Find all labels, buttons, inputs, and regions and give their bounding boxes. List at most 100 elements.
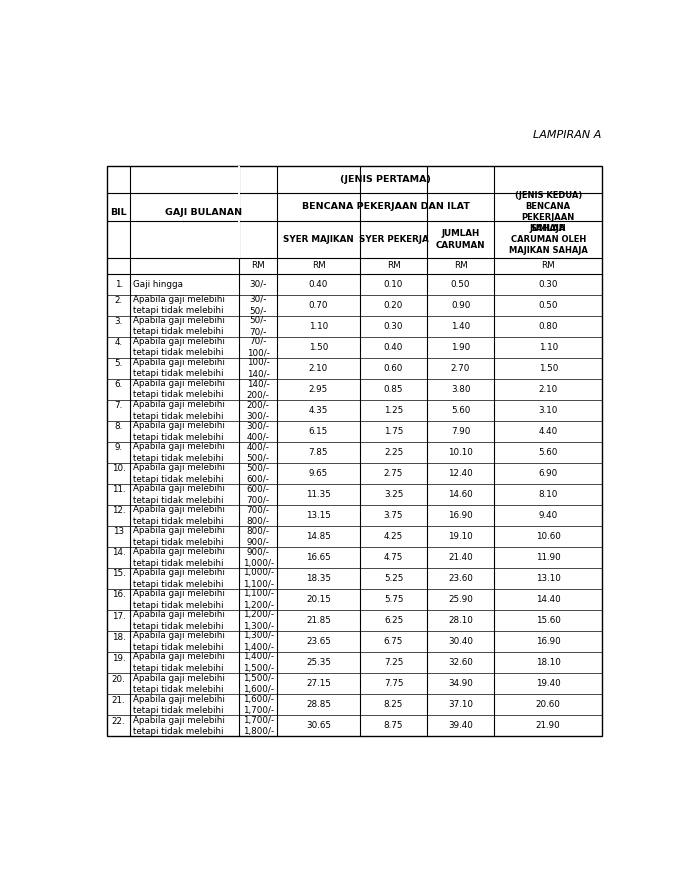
Text: 100/-
140/-: 100/- 140/-: [246, 358, 270, 379]
Text: 6.: 6.: [115, 380, 122, 389]
Text: 3.25: 3.25: [384, 490, 403, 499]
Text: 2.10: 2.10: [538, 385, 558, 394]
Text: JUMLAH
CARUMAN OLEH
MAJIKAN SAHAJA: JUMLAH CARUMAN OLEH MAJIKAN SAHAJA: [509, 224, 588, 255]
Text: 9.: 9.: [115, 443, 122, 452]
Text: 6.25: 6.25: [384, 616, 403, 625]
Text: GAJI BULANAN: GAJI BULANAN: [165, 207, 242, 216]
Text: 8.75: 8.75: [384, 722, 403, 730]
Text: 16.65: 16.65: [306, 553, 331, 562]
Text: 1.10: 1.10: [309, 321, 328, 330]
Text: 3.: 3.: [115, 317, 122, 326]
Text: Apabila gaji melebihi
tetapi tidak melebihi: Apabila gaji melebihi tetapi tidak meleb…: [133, 653, 225, 673]
Text: 23.65: 23.65: [306, 638, 331, 647]
Text: 4.75: 4.75: [384, 553, 403, 562]
Text: (JENIS KEDUA)
BENCANA
PEKERJAAN
SAHAJA: (JENIS KEDUA) BENCANA PEKERJAAN SAHAJA: [515, 191, 582, 233]
Text: 11.90: 11.90: [536, 553, 561, 562]
Text: Apabila gaji melebihi
tetapi tidak melebihi: Apabila gaji melebihi tetapi tidak meleb…: [133, 358, 225, 379]
Text: 19.10: 19.10: [448, 532, 473, 541]
Text: 13: 13: [113, 528, 125, 537]
Text: 7.25: 7.25: [384, 658, 403, 667]
Text: 7.85: 7.85: [309, 448, 328, 457]
Text: RM: RM: [454, 262, 467, 271]
Text: RM: RM: [387, 262, 401, 271]
Text: 2.75: 2.75: [384, 469, 403, 478]
Text: 21.: 21.: [112, 696, 125, 705]
Text: 16.: 16.: [112, 590, 125, 599]
Text: 0.10: 0.10: [384, 280, 403, 288]
Text: 13.10: 13.10: [536, 574, 561, 583]
Bar: [238, 165, 240, 258]
Text: 700/-
800/-: 700/- 800/-: [246, 505, 270, 526]
Text: 1.50: 1.50: [309, 343, 328, 352]
Text: 1.75: 1.75: [384, 427, 403, 436]
Text: 39.40: 39.40: [448, 722, 473, 730]
Text: 0.50: 0.50: [538, 301, 558, 310]
Text: 10.10: 10.10: [448, 448, 473, 457]
Text: 14.: 14.: [112, 548, 125, 557]
Text: 6.75: 6.75: [384, 638, 403, 647]
Text: 27.15: 27.15: [306, 680, 331, 689]
Text: 13.15: 13.15: [306, 511, 331, 520]
Text: 5.60: 5.60: [538, 448, 558, 457]
Text: Apabila gaji melebihi
tetapi tidak melebihi: Apabila gaji melebihi tetapi tidak meleb…: [133, 484, 225, 505]
Text: 7.: 7.: [115, 401, 122, 410]
Text: Apabila gaji melebihi
tetapi tidak melebihi: Apabila gaji melebihi tetapi tidak meleb…: [133, 442, 225, 463]
Text: 1,400/-
1,500/-: 1,400/- 1,500/-: [243, 653, 273, 673]
Text: Apabila gaji melebihi
tetapi tidak melebihi: Apabila gaji melebihi tetapi tidak meleb…: [133, 379, 225, 399]
Text: 0.40: 0.40: [309, 280, 328, 288]
Text: 2.: 2.: [115, 296, 122, 305]
Text: JUMLAH
CARUMAN: JUMLAH CARUMAN: [436, 230, 485, 249]
Text: 4.40: 4.40: [538, 427, 558, 436]
Text: 0.40: 0.40: [384, 343, 403, 352]
Text: 18.10: 18.10: [536, 658, 561, 667]
Text: 0.30: 0.30: [538, 280, 558, 288]
Text: 500/-
600/-: 500/- 600/-: [246, 463, 270, 484]
Text: 21.85: 21.85: [306, 616, 331, 625]
Text: 22.: 22.: [112, 717, 125, 726]
Text: 50/-
70/-: 50/- 70/-: [249, 316, 267, 337]
Text: Apabila gaji melebihi
tetapi tidak melebihi: Apabila gaji melebihi tetapi tidak meleb…: [133, 695, 225, 715]
Text: Apabila gaji melebihi
tetapi tidak melebihi: Apabila gaji melebihi tetapi tidak meleb…: [133, 547, 225, 568]
Text: Apabila gaji melebihi
tetapi tidak melebihi: Apabila gaji melebihi tetapi tidak meleb…: [133, 589, 225, 610]
Text: Apabila gaji melebihi
tetapi tidak melebihi: Apabila gaji melebihi tetapi tidak meleb…: [133, 568, 225, 588]
Text: 600/-
700/-: 600/- 700/-: [246, 484, 270, 505]
Bar: [107, 165, 603, 737]
Text: 20.: 20.: [112, 674, 125, 684]
Text: Gaji hingga: Gaji hingga: [133, 280, 183, 288]
Text: 23.60: 23.60: [448, 574, 473, 583]
Text: Apabila gaji melebihi
tetapi tidak melebihi: Apabila gaji melebihi tetapi tidak meleb…: [133, 295, 225, 315]
Text: 19.: 19.: [112, 654, 125, 663]
Text: 3.10: 3.10: [538, 405, 558, 414]
Text: 19.40: 19.40: [536, 680, 561, 689]
Text: 30/-: 30/-: [249, 280, 267, 288]
Text: 9.65: 9.65: [309, 469, 328, 478]
Text: 30.65: 30.65: [306, 722, 331, 730]
Text: 5.: 5.: [115, 359, 122, 368]
Text: 800/-
900/-: 800/- 900/-: [246, 526, 270, 547]
Text: 6.90: 6.90: [538, 469, 558, 478]
Text: Apabila gaji melebihi
tetapi tidak melebihi: Apabila gaji melebihi tetapi tidak meleb…: [133, 400, 225, 421]
Text: 2.95: 2.95: [309, 385, 328, 394]
Text: 5.25: 5.25: [384, 574, 403, 583]
Text: 34.90: 34.90: [448, 680, 473, 689]
Text: 70/-
100/-: 70/- 100/-: [246, 337, 270, 357]
Text: 2.10: 2.10: [309, 363, 328, 372]
Text: 0.30: 0.30: [384, 321, 403, 330]
Text: Apabila gaji melebihi
tetapi tidak melebihi: Apabila gaji melebihi tetapi tidak meleb…: [133, 463, 225, 484]
Text: Apabila gaji melebihi
tetapi tidak melebihi: Apabila gaji melebihi tetapi tidak meleb…: [133, 673, 225, 694]
Text: 1,100/-
1,200/-: 1,100/- 1,200/-: [243, 589, 273, 610]
Text: 18.35: 18.35: [306, 574, 331, 583]
Text: 30.40: 30.40: [448, 638, 473, 647]
Text: 0.85: 0.85: [384, 385, 403, 394]
Text: 0.80: 0.80: [538, 321, 558, 330]
Text: 4.25: 4.25: [384, 532, 403, 541]
Text: 14.40: 14.40: [536, 595, 561, 604]
Text: 14.60: 14.60: [448, 490, 473, 499]
Text: LAMPIRAN A: LAMPIRAN A: [533, 130, 601, 140]
Text: SYER PEKERJA: SYER PEKERJA: [358, 235, 428, 244]
Text: 400/-
500/-: 400/- 500/-: [246, 442, 270, 463]
Text: Apabila gaji melebihi
tetapi tidak melebihi: Apabila gaji melebihi tetapi tidak meleb…: [133, 715, 225, 736]
Text: 1,500/-
1,600/-: 1,500/- 1,600/-: [243, 673, 273, 694]
Text: 9.40: 9.40: [538, 511, 558, 520]
Text: 14.85: 14.85: [306, 532, 331, 541]
